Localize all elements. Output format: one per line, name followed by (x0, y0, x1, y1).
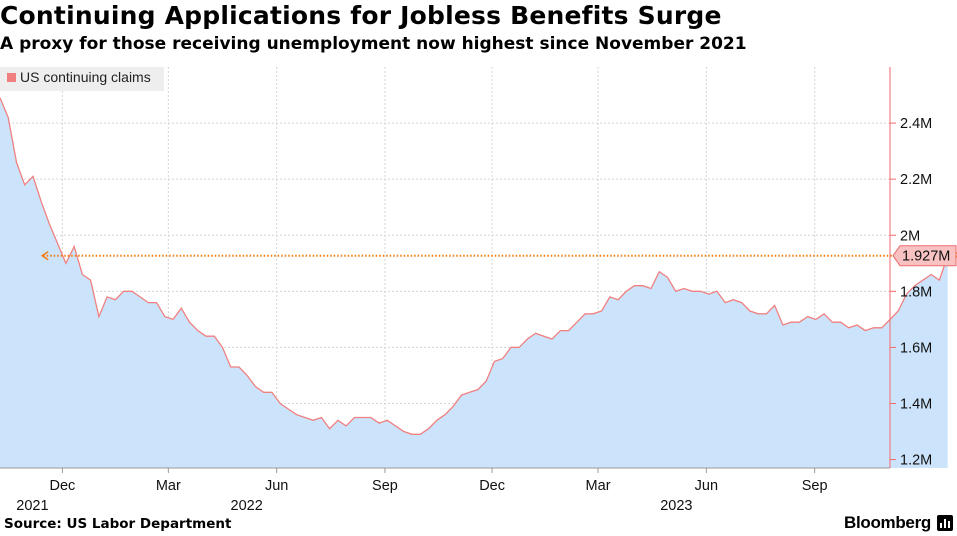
source-note: Source: US Labor Department (4, 516, 232, 532)
axis-layer: 1.2M 1.4M 1.6M 1.8M 2M 2.2M 2.4M Dec Mar Jun Sep De… (0, 67, 932, 514)
x-year-label: 2021 (16, 498, 48, 514)
reference-arrow (40, 251, 49, 261)
legend: US continuing claims (0, 67, 164, 91)
bloomberg-logo: Bloomberg (843, 513, 931, 532)
value-label-background (892, 245, 957, 267)
chart-subtitle: A proxy for those receiving unemployment… (0, 34, 747, 54)
legend-entry-us-continuing-claims: US continuing claims (20, 69, 151, 85)
y-tick-label: 1.4M (900, 397, 932, 413)
chart-title: Continuing Applications for Jobless Bene… (0, 1, 722, 30)
legend-swatch (7, 73, 16, 82)
x-tick-label: Jun (695, 478, 718, 494)
annotation-layer: 1.927M (40, 245, 957, 267)
y-tick-label: 1.6M (900, 340, 932, 356)
x-year-label: 2022 (231, 498, 263, 514)
x-tick-label: Dec (479, 478, 505, 494)
x-tick-label: Dec (49, 478, 75, 494)
x-tick-label: Sep (372, 478, 398, 494)
value-label: 1.927M (902, 249, 950, 265)
bar-chart-icon (937, 515, 953, 531)
x-tick-label: Mar (156, 478, 181, 494)
area-layer (0, 97, 949, 469)
y-tick-label: 2M (900, 228, 920, 244)
x-tick-label: Jun (265, 478, 288, 494)
x-tick-label: Sep (802, 478, 828, 494)
y-tick-label: 1.8M (900, 284, 932, 300)
x-year-label: 2023 (660, 498, 692, 514)
area-fill (0, 97, 948, 469)
y-tick-label: 2.2M (900, 172, 932, 188)
x-tick-label: Mar (586, 478, 611, 494)
legend-background (0, 67, 164, 91)
y-tick-label: 2.4M (900, 116, 932, 132)
y-tick-label: 1.2M (900, 453, 932, 469)
series-line-us-continuing-claims (0, 97, 949, 435)
